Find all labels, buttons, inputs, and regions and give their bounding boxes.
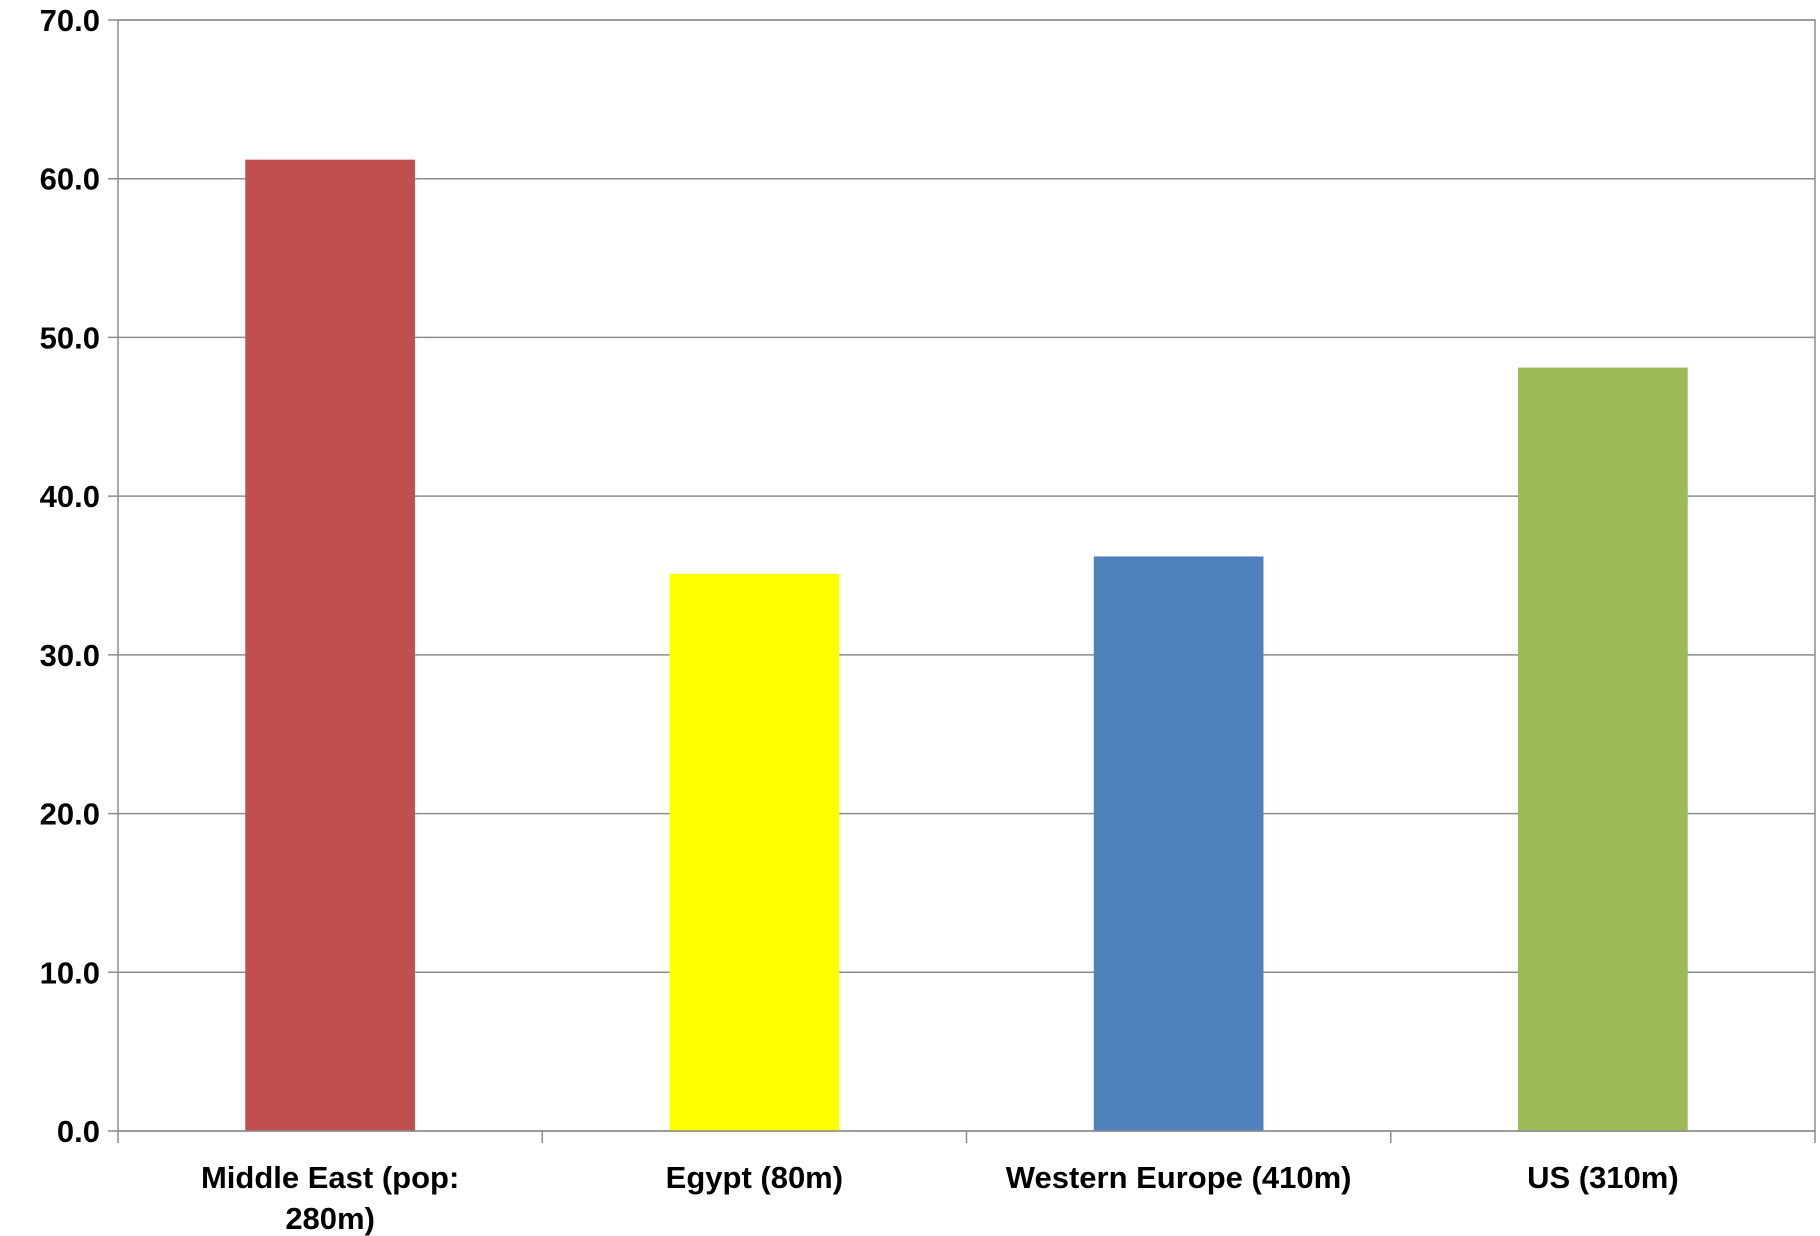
y-tick-label: 40.0 [40, 479, 100, 514]
x-category-label: Egypt (80m) [666, 1160, 843, 1195]
bar [669, 573, 840, 1131]
y-tick-label: 30.0 [40, 638, 100, 673]
bar [1518, 367, 1688, 1131]
y-tick-labels: 0.0 10.0 20.0 30.0 40.0 50.0 60.0 70.0 [40, 3, 100, 1149]
bars [245, 159, 1688, 1131]
y-tick-label: 60.0 [40, 162, 100, 197]
x-category-label: 280m) [285, 1201, 375, 1236]
x-category-label: Western Europe (410m) [1006, 1160, 1352, 1195]
y-tick-label: 50.0 [40, 320, 100, 355]
x-category-labels: Middle East (pop: 280m) Egypt (80m) Western… [201, 1160, 1679, 1236]
x-category-label: Middle East (pop: [201, 1160, 459, 1195]
bar [245, 159, 415, 1131]
y-tick-label: 0.0 [57, 1114, 100, 1149]
y-tick-label: 20.0 [40, 797, 100, 832]
y-tick-label: 70.0 [40, 3, 100, 38]
y-tick-label: 10.0 [40, 955, 100, 990]
axes [117, 19, 1816, 1143]
bar [1093, 556, 1264, 1131]
x-category-label: US (310m) [1527, 1160, 1679, 1195]
